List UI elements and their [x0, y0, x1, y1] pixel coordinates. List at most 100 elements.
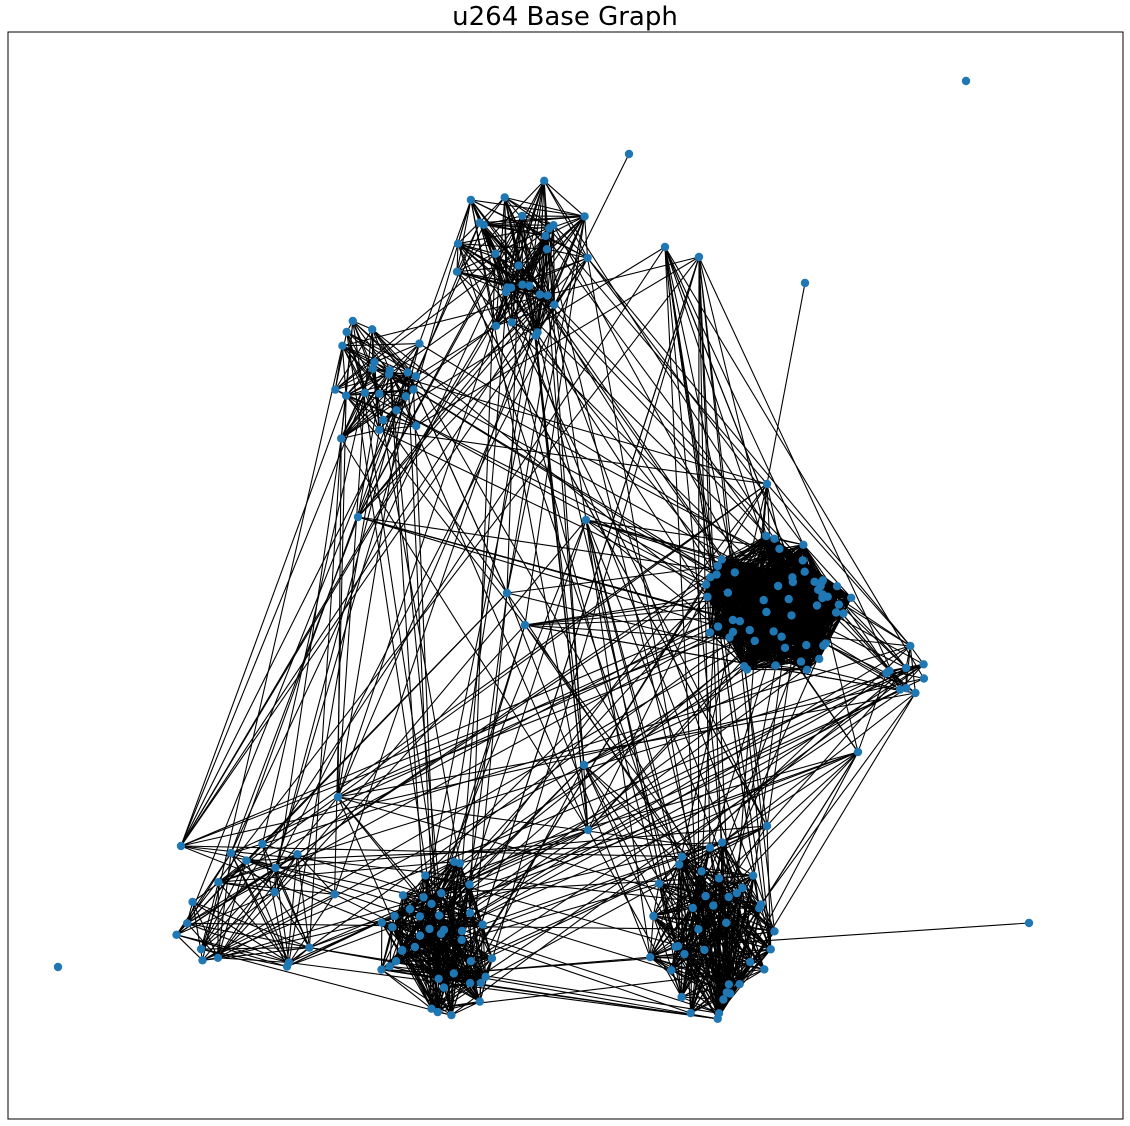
graph-edge [389, 370, 425, 898]
graph-edge [371, 328, 708, 598]
graph-node [759, 595, 768, 605]
graph-node [213, 953, 223, 962]
graph-node [182, 919, 192, 928]
graph-node [673, 942, 683, 951]
graph-edge [850, 597, 907, 669]
graph-edge [553, 224, 588, 259]
graph-edge [451, 663, 924, 1016]
graph-edge [766, 825, 772, 950]
graph-edge [457, 243, 512, 289]
graph-node [176, 841, 186, 851]
graph-edge [388, 287, 512, 375]
graph-edge [457, 224, 554, 245]
graph-node [550, 300, 559, 309]
graph-node [705, 628, 715, 637]
graph-node [911, 688, 920, 698]
graph-edge [543, 180, 585, 217]
graph-edge [201, 345, 343, 961]
graph-edge [857, 672, 887, 753]
graph-edge [379, 429, 768, 485]
graph-node [375, 425, 384, 434]
graph-node [342, 327, 351, 337]
graph-edge [309, 947, 720, 1014]
graph-node [452, 267, 462, 276]
graph-node [694, 252, 704, 262]
graph-edge [274, 199, 472, 868]
graph-node [654, 879, 664, 888]
graph-edge [456, 271, 768, 827]
graph-node [906, 641, 915, 651]
graph-edge [522, 215, 585, 217]
graph-edge [457, 243, 497, 327]
graph-node [799, 540, 808, 549]
graph-edge [357, 516, 793, 583]
graph-node [425, 924, 434, 934]
graph-edge [781, 604, 840, 638]
graph-node [172, 930, 181, 939]
graph-edge [346, 331, 417, 377]
graph-node [491, 249, 500, 258]
graph-node [478, 920, 487, 929]
graph-edge [176, 891, 275, 936]
graph-node [449, 969, 458, 978]
graph-edge [357, 393, 380, 518]
graph-node [728, 615, 738, 625]
graph-edge [396, 409, 907, 669]
graph-node [435, 911, 444, 920]
graph-node [455, 859, 465, 868]
graph-edge [584, 216, 589, 259]
graph-edge [245, 860, 290, 963]
graph-node [514, 261, 523, 270]
graph-node [688, 903, 697, 913]
graph-edge [758, 751, 859, 909]
graph-node [506, 283, 516, 292]
graph-edge [288, 961, 718, 1020]
graph-node [198, 956, 207, 965]
graph-edge [760, 692, 916, 905]
graph-node [713, 561, 722, 571]
graph-edge [415, 295, 548, 427]
graph-edge [469, 687, 907, 886]
graph-edge [346, 331, 433, 904]
graph-node [481, 972, 490, 981]
graph-edge [718, 751, 859, 1014]
graph-node [196, 944, 206, 954]
graph-edge [716, 548, 780, 576]
graph-edge [180, 845, 683, 858]
graph-edge [504, 196, 554, 226]
graph-node [762, 821, 772, 831]
graph-edge [217, 892, 442, 959]
graph-node [701, 891, 710, 901]
graph-edge [275, 825, 768, 869]
graph-node [728, 627, 738, 637]
graph-edge [805, 596, 829, 646]
graph-edge [217, 860, 247, 958]
graph-edge [262, 592, 508, 845]
graph-node [583, 825, 593, 835]
graph-node [581, 515, 591, 525]
graph-node [895, 685, 905, 694]
graph-node [353, 512, 363, 522]
graph-edge [697, 825, 768, 930]
graph-edge [180, 392, 366, 847]
graph-edge [202, 796, 339, 961]
graph-edge [706, 584, 821, 587]
graph-edge [345, 395, 526, 626]
graph-node [348, 316, 357, 326]
graph-edge [583, 764, 719, 1020]
graph-edge [180, 599, 764, 847]
graph-node [745, 625, 754, 635]
graph-edge [186, 620, 741, 924]
graph-edge [652, 915, 683, 998]
graph-edge [218, 861, 455, 883]
graph-edge [288, 598, 790, 963]
graph-edge [441, 875, 754, 894]
graph-node [293, 850, 302, 859]
graph-node [433, 1007, 442, 1017]
graph-edge [274, 867, 290, 963]
graph-node [750, 636, 759, 646]
graph-node [465, 908, 475, 918]
graph-node [535, 290, 545, 299]
graph-edge [230, 180, 545, 854]
graph-edge [309, 947, 718, 1020]
